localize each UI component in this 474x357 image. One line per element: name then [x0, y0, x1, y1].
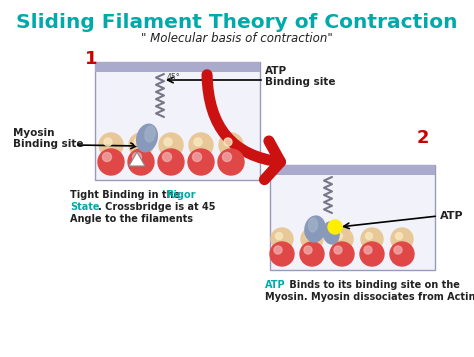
Circle shape [300, 242, 324, 266]
Circle shape [391, 228, 413, 250]
Circle shape [390, 242, 414, 266]
Text: Myosin. Myosin dissociates from Actin: Myosin. Myosin dissociates from Actin [265, 292, 474, 302]
Ellipse shape [137, 124, 157, 152]
Circle shape [99, 133, 123, 157]
Circle shape [330, 242, 354, 266]
Circle shape [163, 152, 172, 161]
Circle shape [275, 232, 283, 240]
Circle shape [158, 149, 184, 175]
FancyBboxPatch shape [270, 165, 435, 270]
Circle shape [189, 133, 213, 157]
Text: State: State [70, 202, 100, 212]
Ellipse shape [145, 126, 155, 142]
Circle shape [129, 133, 153, 157]
Text: ATP: ATP [265, 280, 286, 290]
Circle shape [104, 138, 112, 146]
Circle shape [271, 228, 293, 250]
Circle shape [331, 228, 353, 250]
FancyBboxPatch shape [270, 165, 435, 175]
Text: ATP: ATP [440, 211, 464, 221]
FancyBboxPatch shape [95, 62, 260, 72]
Text: Sliding Filament Theory of Contraction: Sliding Filament Theory of Contraction [16, 13, 458, 32]
Circle shape [304, 246, 312, 254]
Text: Binding site: Binding site [13, 139, 83, 149]
Text: Tight Binding in the: Tight Binding in the [70, 190, 183, 200]
Text: Binds to its binding site on the: Binds to its binding site on the [286, 280, 460, 290]
Circle shape [336, 232, 343, 240]
Circle shape [274, 246, 282, 254]
Text: Myosin: Myosin [13, 128, 55, 138]
Circle shape [218, 149, 244, 175]
Circle shape [98, 149, 124, 175]
Circle shape [134, 138, 142, 146]
Circle shape [364, 246, 372, 254]
Ellipse shape [305, 216, 325, 242]
Circle shape [270, 242, 294, 266]
Text: Rigor: Rigor [166, 190, 195, 200]
Circle shape [222, 152, 231, 161]
Polygon shape [129, 152, 145, 166]
Circle shape [133, 152, 142, 161]
Text: 2: 2 [417, 129, 429, 147]
Circle shape [361, 228, 383, 250]
Circle shape [164, 138, 172, 146]
FancyArrowPatch shape [207, 75, 281, 180]
Circle shape [159, 133, 183, 157]
Text: 1: 1 [85, 50, 98, 68]
Circle shape [194, 138, 202, 146]
Ellipse shape [309, 218, 318, 232]
Text: " Molecular basis of contraction": " Molecular basis of contraction" [141, 32, 333, 45]
Circle shape [224, 138, 232, 146]
Circle shape [192, 152, 201, 161]
Circle shape [328, 220, 342, 234]
Text: Angle to the filaments: Angle to the filaments [70, 214, 193, 224]
Text: Binding site: Binding site [265, 77, 336, 87]
Circle shape [306, 232, 312, 240]
Circle shape [394, 246, 402, 254]
Circle shape [360, 242, 384, 266]
Circle shape [395, 232, 402, 240]
Ellipse shape [323, 222, 339, 244]
Text: 45°: 45° [167, 73, 181, 82]
Circle shape [188, 149, 214, 175]
Circle shape [334, 246, 342, 254]
Circle shape [365, 232, 373, 240]
Circle shape [219, 133, 243, 157]
Circle shape [301, 228, 323, 250]
Text: ATP: ATP [265, 66, 287, 76]
FancyBboxPatch shape [95, 62, 260, 180]
Circle shape [102, 152, 111, 161]
Circle shape [128, 149, 154, 175]
Text: . Crossbridge is at 45: . Crossbridge is at 45 [98, 202, 216, 212]
